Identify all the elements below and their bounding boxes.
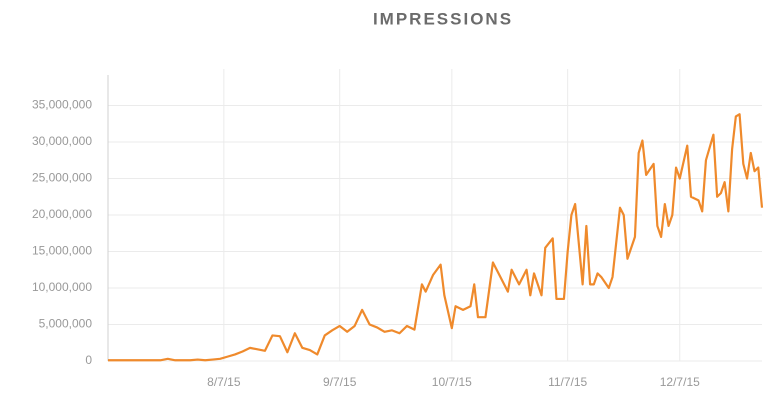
x-tick-label: 10/7/15	[432, 375, 472, 389]
y-tick-label: 0	[85, 353, 92, 367]
x-tick-label: 9/7/15	[323, 375, 357, 389]
x-tick-label: 12/7/15	[660, 375, 700, 389]
chart-title: IMPRESSIONS	[373, 9, 513, 28]
y-tick-label: 20,000,000	[32, 207, 92, 221]
y-tick-label: 10,000,000	[32, 280, 92, 294]
y-tick-label: 35,000,000	[32, 98, 92, 112]
y-tick-label: 15,000,000	[32, 244, 92, 258]
x-tick-label: 11/7/15	[548, 375, 587, 389]
y-tick-label: 5,000,000	[39, 317, 93, 331]
data-line	[108, 113, 764, 362]
x-tick-label: 8/7/15	[207, 375, 241, 389]
y-tick-label: 25,000,000	[32, 171, 92, 185]
y-tick-label: 30,000,000	[32, 134, 92, 148]
